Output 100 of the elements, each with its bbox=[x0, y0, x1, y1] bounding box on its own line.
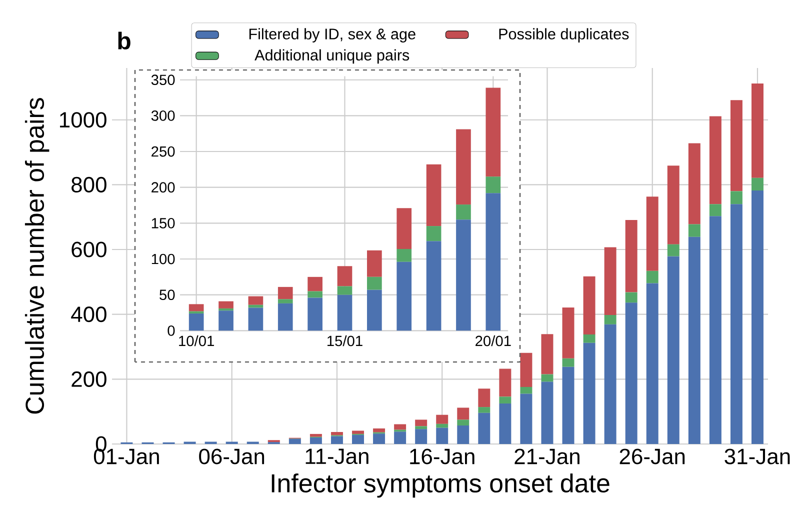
bar bbox=[730, 204, 742, 444]
bar bbox=[218, 310, 234, 331]
bar bbox=[337, 294, 352, 331]
bar bbox=[396, 248, 412, 262]
bar bbox=[367, 276, 382, 290]
bar bbox=[667, 166, 680, 244]
y-tick-label: 1000 bbox=[60, 112, 106, 128]
bar bbox=[352, 434, 364, 444]
x-tick-label: 31-Jan bbox=[724, 448, 790, 464]
y-tick-label: 600 bbox=[72, 242, 106, 258]
bar bbox=[604, 247, 616, 315]
y-tick-label: 400 bbox=[71, 306, 106, 322]
bar bbox=[667, 256, 680, 444]
bar bbox=[688, 143, 700, 224]
y-tick-label: 100 bbox=[152, 254, 175, 264]
legend-label: Filtered by ID, sex & age bbox=[249, 28, 416, 42]
x-tick-label: 20/01 bbox=[476, 335, 511, 346]
bar bbox=[604, 324, 616, 444]
bar bbox=[562, 366, 574, 444]
bar bbox=[541, 334, 554, 374]
bar bbox=[541, 374, 554, 382]
y-tick-label: 300 bbox=[151, 110, 175, 121]
bar bbox=[415, 429, 428, 444]
bar bbox=[583, 334, 596, 343]
bar bbox=[457, 426, 470, 444]
bar bbox=[436, 424, 448, 428]
bar bbox=[288, 438, 301, 444]
bar bbox=[751, 190, 764, 444]
y-tick-label: 200 bbox=[152, 182, 175, 193]
bar bbox=[499, 403, 512, 444]
bar bbox=[751, 84, 764, 178]
bar bbox=[456, 220, 471, 331]
bar bbox=[499, 396, 512, 404]
y-tick-label: 250 bbox=[152, 146, 175, 157]
bar bbox=[730, 191, 742, 204]
bar bbox=[646, 270, 658, 284]
bar bbox=[310, 434, 322, 437]
bar bbox=[541, 382, 554, 444]
bar bbox=[188, 313, 204, 331]
bar bbox=[457, 408, 470, 420]
bar bbox=[367, 290, 382, 331]
bar bbox=[352, 430, 364, 434]
bar bbox=[394, 424, 406, 430]
bar bbox=[436, 428, 448, 444]
bar bbox=[688, 236, 700, 444]
bar bbox=[709, 216, 722, 444]
bar bbox=[456, 129, 471, 205]
bar bbox=[457, 420, 470, 426]
bar bbox=[308, 276, 322, 292]
x-axis-title: Infector symptoms onset date bbox=[272, 473, 610, 498]
bar bbox=[188, 304, 204, 312]
bar bbox=[426, 241, 442, 331]
x-tick-label: 06-Jan bbox=[199, 448, 264, 464]
y-tick-label: 200 bbox=[72, 371, 106, 387]
bar bbox=[730, 100, 742, 192]
bar bbox=[520, 394, 532, 444]
bar bbox=[499, 368, 512, 397]
bar bbox=[415, 426, 428, 430]
bar bbox=[486, 88, 501, 177]
bar bbox=[478, 388, 490, 408]
bar bbox=[436, 414, 448, 424]
bar bbox=[426, 164, 442, 226]
bar bbox=[330, 432, 343, 436]
bar bbox=[625, 302, 638, 444]
bar bbox=[218, 308, 234, 311]
bar bbox=[308, 298, 322, 331]
bar bbox=[330, 436, 343, 444]
bar bbox=[367, 250, 382, 277]
bar bbox=[373, 428, 386, 432]
bar bbox=[646, 283, 658, 444]
bar bbox=[308, 291, 322, 298]
bar bbox=[394, 432, 406, 444]
bar bbox=[456, 204, 471, 220]
bar bbox=[486, 176, 501, 194]
bar bbox=[426, 226, 442, 242]
bar bbox=[248, 296, 264, 305]
x-tick-label: 11-Jan bbox=[306, 448, 368, 464]
text: b bbox=[118, 32, 130, 50]
y-tick-label: 50 bbox=[160, 290, 175, 300]
bar bbox=[218, 301, 234, 308]
bar bbox=[337, 286, 352, 295]
bar bbox=[583, 276, 596, 334]
y-tick-label: 150 bbox=[152, 218, 175, 228]
legend-label: Additional unique pairs bbox=[254, 49, 410, 64]
bar bbox=[667, 244, 680, 256]
bar bbox=[415, 420, 428, 426]
x-tick-label: 16-Jan bbox=[410, 448, 474, 464]
bar bbox=[562, 308, 574, 358]
bar bbox=[337, 266, 352, 286]
bar bbox=[278, 303, 293, 331]
bar bbox=[478, 412, 490, 444]
bar bbox=[625, 292, 638, 303]
x-tick-label: 15/01 bbox=[328, 335, 362, 346]
bar bbox=[751, 178, 764, 191]
bar bbox=[520, 386, 532, 394]
y-tick-label: 800 bbox=[72, 176, 106, 192]
bar bbox=[688, 224, 700, 237]
bar bbox=[310, 438, 322, 444]
bar bbox=[278, 299, 293, 304]
x-tick-label: 21-Jan bbox=[514, 448, 580, 464]
